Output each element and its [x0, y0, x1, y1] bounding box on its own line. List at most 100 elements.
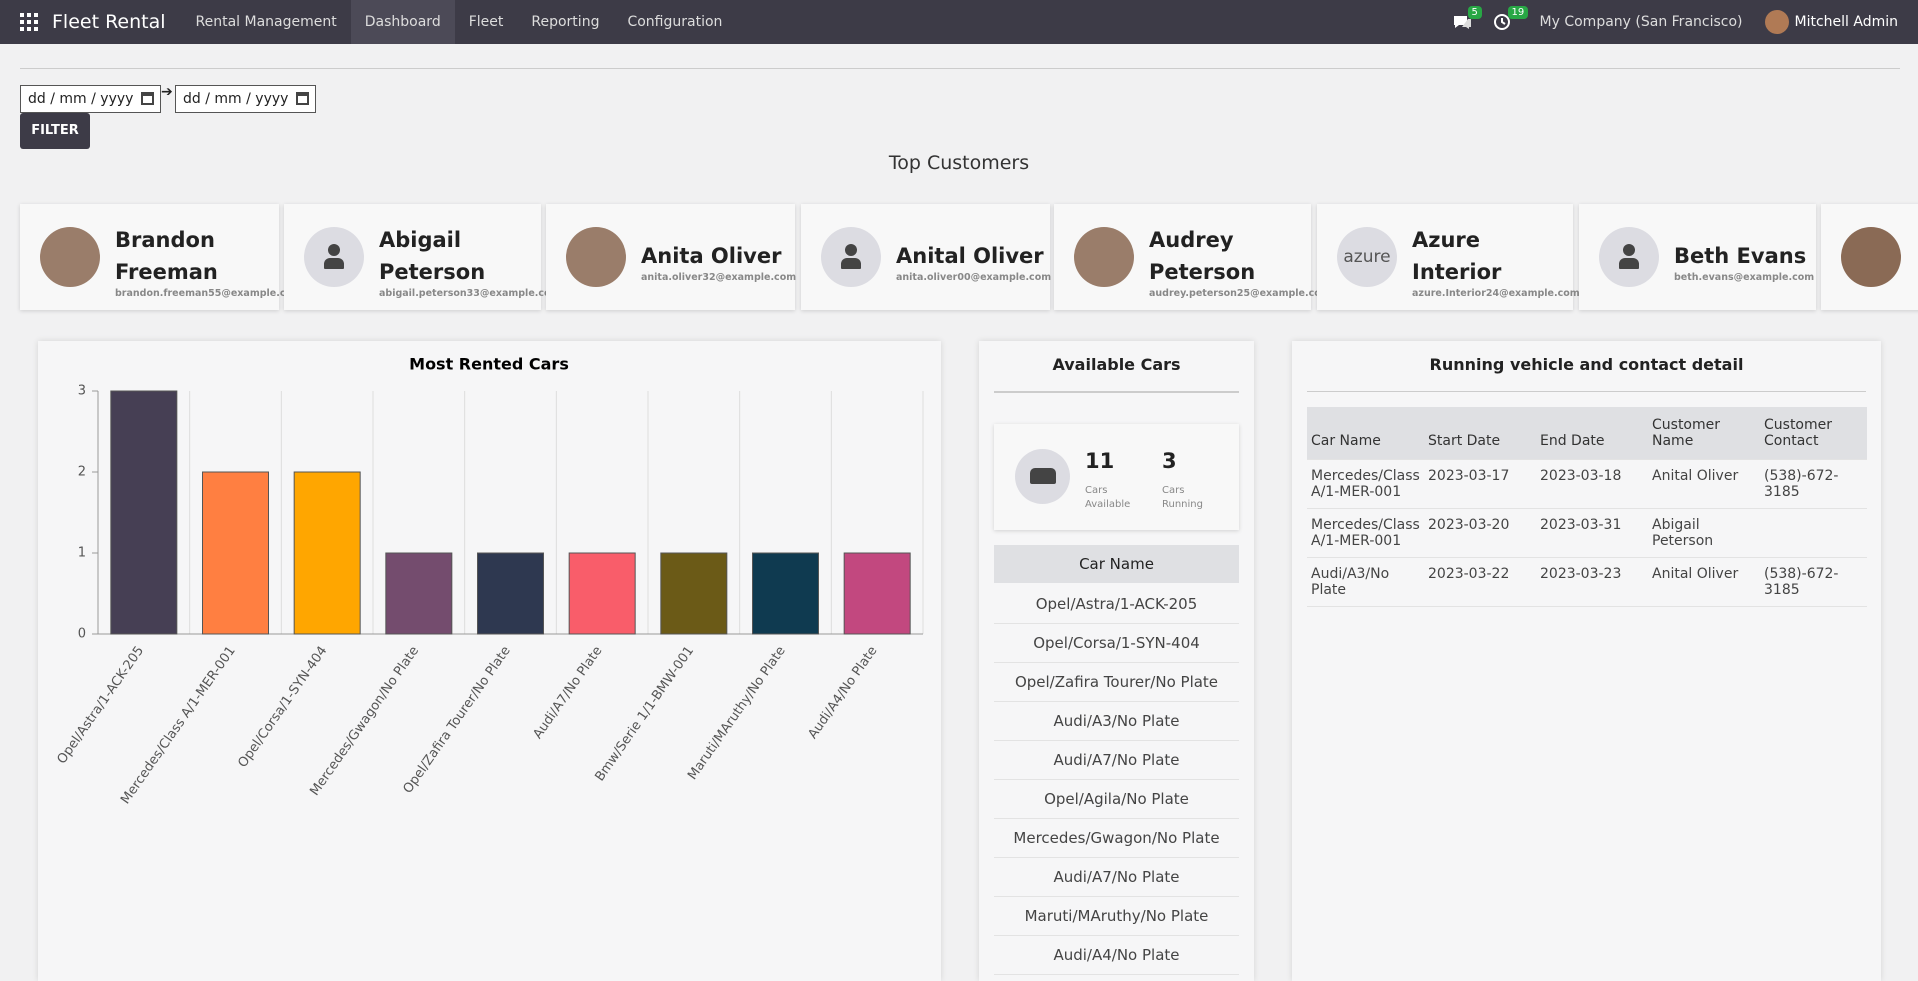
stats-box: 11 Cars Available 3 Cars Running [994, 424, 1239, 530]
customer-name: Anital Oliver [896, 243, 1044, 268]
available-panel: Available Cars 11 Cars Available 3 Cars Runn… [979, 341, 1254, 981]
column-header: Customer Contact [1760, 407, 1867, 460]
icon [1493, 14, 1510, 30]
stat-number: 3 [1162, 449, 1177, 473]
y-tick-label: 2 [78, 465, 86, 480]
date-input[interactable]: dd / mm / yyyy [175, 85, 316, 113]
x-tick-label: Maruti/MAruthy/No Plate [685, 644, 789, 783]
bar [843, 552, 911, 635]
customer-card[interactable]: azure Azure Interior azure.Interior24@exam… [1317, 204, 1580, 310]
table-row: Opel/Zafira Tourer/No Plate [994, 663, 1239, 702]
x-tick-label: Opel/Astra/1-ACK-205 [55, 644, 148, 767]
logo-text: azure [1343, 247, 1391, 267]
x-tick-label: Mercedes/Class A/1-MER-001 [118, 644, 239, 807]
user[interactable]: Mitchell Admin [1794, 14, 1899, 30]
customer-avatar [1074, 227, 1134, 287]
y-tick-label: 1 [78, 546, 86, 561]
x-tick-label: Audi/A7/No Plate [530, 644, 605, 742]
customer-info: Audrey Peterson audrey.peterson25@example… [1149, 216, 1331, 306]
filter-button[interactable]: FILTER [20, 113, 90, 149]
y-tick-label: 3 [78, 384, 86, 399]
arrow: ➔ [161, 84, 173, 100]
customer-email: audrey.peterson25@example.com [1149, 287, 1331, 299]
dot [34, 20, 38, 24]
customer-card[interactable]: Abigail Peterson abigail.peterson33@examp… [284, 204, 561, 310]
bar [568, 552, 636, 635]
company[interactable]: My Company (San Francisco) [1539, 14, 1743, 30]
menu-item[interactable]: Fleet [468, 14, 504, 30]
app-name[interactable]: Fleet Rental [52, 11, 166, 33]
activities-icon[interactable]: 19 [1490, 0, 1530, 44]
apps-icon[interactable] [20, 13, 38, 31]
column-header: Car Name [1307, 407, 1424, 460]
customer-card[interactable]: Audrey Peterson audrey.peterson25@example… [1054, 204, 1331, 310]
dot [20, 13, 24, 17]
x-tick-label: Mercedes/Gwagon/No Plate [307, 644, 422, 799]
date-placeholder: dd / mm / yyyy [183, 91, 289, 107]
customer-email: azure.Interior24@example.com [1412, 287, 1580, 299]
table-row: Opel/Astra/1-ACK-205 [994, 585, 1239, 624]
dot [27, 20, 31, 24]
customer-card[interactable]: Anita Oliver anita.oliver32@example.com [546, 204, 796, 310]
running-panel: Running vehicle and contact detail Car Na… [1292, 341, 1881, 981]
customer-info: Abigail Peterson abigail.peterson33@examp… [379, 216, 561, 306]
customer-card[interactable]: Anital Oliver anita.oliver00@example.com [801, 204, 1051, 310]
avatar-body [1619, 258, 1639, 269]
date-input[interactable]: dd / mm / yyyy [20, 85, 161, 113]
customer-card[interactable]: Beth Evans beth.evans@example.com [1579, 204, 1816, 310]
avatar-body [841, 258, 861, 269]
x-tick-label: Opel/Corsa/1-SYN-404 [235, 644, 330, 771]
car-shape [1030, 468, 1056, 484]
column-header: Customer Name [1648, 407, 1760, 460]
column-header: End Date [1536, 407, 1648, 460]
customer-info: Anital Oliver anita.oliver00@example.com [896, 216, 1051, 306]
avatar-head [845, 244, 857, 256]
messages-icon[interactable]: 5 [1450, 0, 1490, 44]
customer-avatar: azure [1337, 227, 1397, 287]
icon [1453, 16, 1471, 29]
customer-card[interactable]: Brandon Freeman brandon.freeman55@example… [20, 204, 302, 310]
avatar [1764, 10, 1789, 34]
table-row: Mercedes/Class A/1-MER-001 2023-03-17 2023… [1307, 459, 1867, 509]
customer-email: beth.evans@example.com [1674, 271, 1815, 283]
customer-info: Beth Evans beth.evans@example.com [1674, 216, 1816, 306]
table-cell: 2023-03-18 [1536, 459, 1648, 509]
header-row: Car Name Start Date End Date Customer Name C… [1307, 407, 1867, 460]
table-cell: 2023-03-23 [1536, 557, 1648, 607]
customer-email: abigail.peterson33@example.com [379, 287, 561, 299]
customer-avatar [566, 227, 626, 287]
y-tick-label: 0 [78, 627, 86, 642]
menu-item[interactable]: Configuration [627, 14, 723, 30]
menu-item[interactable]: Reporting [531, 14, 600, 30]
customer-card[interactable] [1821, 204, 1918, 310]
customer-info: Anita Oliver anita.oliver32@example.com [641, 216, 796, 306]
dot [34, 27, 38, 31]
x-tick-label: Audi/A4/No Plate [805, 644, 880, 742]
customer-avatar [821, 227, 881, 287]
divider [1307, 391, 1866, 392]
menu-item[interactable]: Dashboard [350, 0, 455, 44]
customer-email: brandon.freeman55@example.com [115, 287, 302, 299]
column-header: Start Date [1424, 407, 1536, 460]
table-row: Audi/A3/No Plate [994, 702, 1239, 741]
table-row: Opel/Corsa/1-SYN-404 [994, 624, 1239, 663]
customer-name: Beth Evans [1674, 243, 1807, 268]
table-cell: 2023-03-31 [1536, 508, 1648, 558]
calendar-icon [296, 92, 309, 105]
customer-name: Brandon Freeman [115, 227, 218, 284]
customer-name: Audrey Peterson [1149, 227, 1256, 284]
menu-item[interactable]: Rental Management [195, 14, 337, 30]
customer-name: Abigail Peterson [379, 227, 486, 284]
table-row: Audi/A7/No Plate [994, 858, 1239, 897]
table-row: Audi/A4/No Plate [994, 936, 1239, 975]
table-cell: Mercedes/Class A/1-MER-001 [1307, 459, 1424, 509]
date-placeholder: dd / mm / yyyy [28, 91, 134, 107]
customer-avatar [1599, 227, 1659, 287]
customer-info: Brandon Freeman brandon.freeman55@example… [115, 216, 302, 306]
badge: 5 [1467, 6, 1482, 19]
stat-label: Cars Running [1162, 485, 1203, 510]
table-cell [1760, 508, 1867, 558]
table-cell: Anital Oliver [1648, 557, 1760, 607]
avatar-body [324, 258, 344, 269]
